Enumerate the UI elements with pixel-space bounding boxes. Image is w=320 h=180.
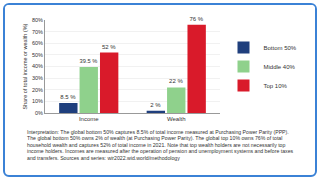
svg-text:22 %: 22 % <box>169 78 183 84</box>
svg-text:2 %: 2 % <box>150 102 161 108</box>
svg-text:Bottom 50%: Bottom 50% <box>264 45 297 51</box>
svg-text:8.5 %: 8.5 % <box>60 94 76 100</box>
svg-text:Top 10%: Top 10% <box>264 83 288 89</box>
svg-text:Wealth: Wealth <box>167 116 186 122</box>
svg-text:39.5 %: 39.5 % <box>80 58 98 64</box>
svg-text:52 %: 52 % <box>102 44 116 50</box>
svg-text:Income: Income <box>79 116 99 122</box>
svg-text:40%: 40% <box>32 63 43 69</box>
svg-text:76 %: 76 % <box>189 16 203 22</box>
svg-text:20%: 20% <box>32 87 43 93</box>
svg-text:30%: 30% <box>32 75 43 81</box>
svg-text:50%: 50% <box>32 52 43 58</box>
svg-text:60%: 60% <box>32 40 43 46</box>
svg-text:70%: 70% <box>32 29 43 35</box>
svg-text:Share of total income or wealt: Share of total income or wealth (%) <box>22 23 28 109</box>
svg-text:10%: 10% <box>32 98 43 104</box>
svg-text:Middle 40%: Middle 40% <box>264 64 296 70</box>
svg-text:0%: 0% <box>35 110 43 116</box>
svg-text:80%: 80% <box>32 17 43 23</box>
html-text:Interpretation: The global bot: Interpretation: The global bottom 50% ca… <box>27 129 294 161</box>
